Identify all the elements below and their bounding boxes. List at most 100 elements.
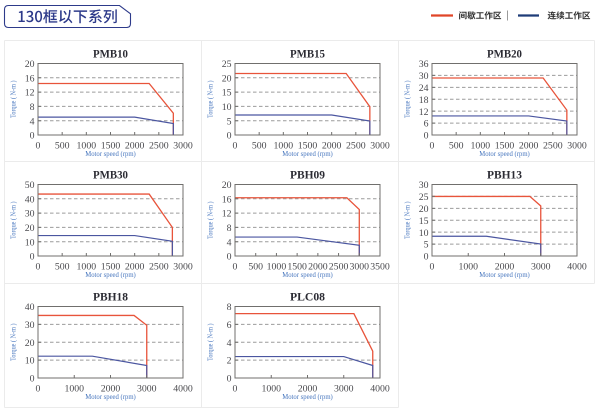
svg-text:0: 0 <box>30 131 35 142</box>
svg-text:0: 0 <box>430 140 435 151</box>
svg-text:6: 6 <box>227 320 232 331</box>
svg-text:2500: 2500 <box>149 261 169 272</box>
svg-text:16: 16 <box>25 73 35 84</box>
svg-text:3000: 3000 <box>567 140 587 151</box>
svg-text:500: 500 <box>55 140 70 151</box>
svg-text:1500: 1500 <box>101 140 121 151</box>
svg-text:Torque ( N-m ): Torque ( N-m ) <box>9 80 17 118</box>
svg-text:Motor speed (rpm): Motor speed (rpm) <box>282 150 333 158</box>
svg-text:2000: 2000 <box>298 383 318 394</box>
svg-text:20: 20 <box>25 223 35 234</box>
svg-text:3000: 3000 <box>137 383 157 394</box>
svg-text:Torque ( N-m ): Torque ( N-m ) <box>206 201 214 239</box>
svg-text:4: 4 <box>227 338 232 349</box>
svg-text:0: 0 <box>30 252 35 263</box>
svg-text:0: 0 <box>424 252 429 263</box>
svg-text:8: 8 <box>227 223 232 234</box>
svg-text:12: 12 <box>222 209 232 220</box>
svg-text:0: 0 <box>430 261 435 272</box>
svg-text:2500: 2500 <box>543 140 563 151</box>
svg-text:PBH09: PBH09 <box>290 170 325 182</box>
svg-text:Motor speed (rpm): Motor speed (rpm) <box>282 393 333 401</box>
svg-text:2000: 2000 <box>125 140 145 151</box>
svg-text:5: 5 <box>227 116 232 127</box>
svg-text:2: 2 <box>227 356 232 367</box>
svg-text:1000: 1000 <box>267 261 287 272</box>
svg-text:4000: 4000 <box>370 383 390 394</box>
svg-text:2000: 2000 <box>125 261 145 272</box>
svg-text:2500: 2500 <box>346 140 366 151</box>
svg-text:2000: 2000 <box>308 261 328 272</box>
svg-text:3000: 3000 <box>349 261 369 272</box>
svg-text:Torque ( N-m ): Torque ( N-m ) <box>206 323 214 361</box>
svg-text:1000: 1000 <box>77 261 97 272</box>
svg-text:1000: 1000 <box>458 261 478 272</box>
svg-text:10: 10 <box>222 102 232 113</box>
svg-text:36: 36 <box>419 59 429 70</box>
svg-text:1000: 1000 <box>274 140 294 151</box>
svg-text:3000: 3000 <box>334 383 354 394</box>
svg-text:PLC08: PLC08 <box>290 292 325 304</box>
svg-text:PBH18: PBH18 <box>93 292 128 304</box>
svg-text:0: 0 <box>233 261 238 272</box>
svg-text:2500: 2500 <box>149 140 169 151</box>
svg-text:0: 0 <box>233 383 238 394</box>
svg-text:0: 0 <box>30 374 35 385</box>
svg-text:4: 4 <box>227 237 232 248</box>
svg-text:500: 500 <box>449 140 464 151</box>
svg-text:3000: 3000 <box>531 261 551 272</box>
svg-text:2000: 2000 <box>322 140 342 151</box>
svg-text:3000: 3000 <box>173 261 193 272</box>
svg-text:Motor speed (rpm): Motor speed (rpm) <box>479 150 530 158</box>
svg-text:25: 25 <box>419 192 429 203</box>
svg-text:1000: 1000 <box>64 383 84 394</box>
svg-text:40: 40 <box>25 302 35 313</box>
svg-text:5: 5 <box>424 240 429 251</box>
svg-text:15: 15 <box>222 88 232 99</box>
svg-text:20: 20 <box>25 338 35 349</box>
svg-text:6: 6 <box>424 119 429 130</box>
svg-text:20: 20 <box>222 180 232 191</box>
svg-text:8: 8 <box>30 102 35 113</box>
svg-text:PMB20: PMB20 <box>487 49 522 61</box>
svg-text:20: 20 <box>419 204 429 215</box>
svg-text:Torque ( N-m ): Torque ( N-m ) <box>9 323 17 361</box>
svg-text:PMB30: PMB30 <box>93 170 128 182</box>
svg-text:50: 50 <box>25 180 35 191</box>
svg-text:0: 0 <box>36 140 41 151</box>
svg-text:15: 15 <box>419 216 429 227</box>
svg-text:30: 30 <box>419 180 429 191</box>
svg-text:3500: 3500 <box>370 261 390 272</box>
svg-text:12: 12 <box>25 88 35 99</box>
svg-text:3000: 3000 <box>173 140 193 151</box>
svg-text:500: 500 <box>248 261 263 272</box>
svg-text:1500: 1500 <box>287 261 307 272</box>
svg-text:0: 0 <box>36 383 41 394</box>
svg-text:Motor speed (rpm): Motor speed (rpm) <box>85 393 136 401</box>
svg-text:0: 0 <box>227 131 232 142</box>
svg-text:40: 40 <box>25 194 35 205</box>
svg-text:Torque ( N-m ): Torque ( N-m ) <box>403 80 411 118</box>
svg-text:20: 20 <box>222 73 232 84</box>
svg-text:0: 0 <box>233 140 238 151</box>
svg-text:2500: 2500 <box>329 261 349 272</box>
svg-text:Torque ( N-m ): Torque ( N-m ) <box>403 201 411 239</box>
svg-text:25: 25 <box>222 59 232 70</box>
svg-text:3000: 3000 <box>370 140 390 151</box>
svg-text:1000: 1000 <box>261 383 281 394</box>
svg-text:PBH13: PBH13 <box>487 170 522 182</box>
svg-text:Motor speed (rpm): Motor speed (rpm) <box>85 150 136 158</box>
svg-text:0: 0 <box>227 252 232 263</box>
svg-text:24: 24 <box>419 83 429 94</box>
svg-text:1500: 1500 <box>495 140 515 151</box>
svg-text:1500: 1500 <box>101 261 121 272</box>
svg-text:0: 0 <box>227 374 232 385</box>
svg-text:Motor speed (rpm): Motor speed (rpm) <box>282 271 333 279</box>
svg-text:8: 8 <box>227 302 232 313</box>
svg-text:10: 10 <box>25 356 35 367</box>
svg-text:2000: 2000 <box>519 140 539 151</box>
svg-text:Motor speed (rpm): Motor speed (rpm) <box>479 271 530 279</box>
svg-text:4000: 4000 <box>173 383 193 394</box>
svg-text:12: 12 <box>419 107 429 118</box>
svg-text:4000: 4000 <box>567 261 587 272</box>
